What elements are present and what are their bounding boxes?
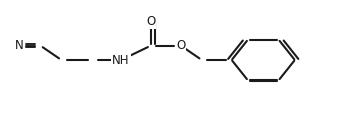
- Text: O: O: [176, 39, 185, 52]
- Text: O: O: [146, 15, 155, 28]
- Text: N: N: [15, 39, 24, 52]
- Text: NH: NH: [112, 54, 130, 66]
